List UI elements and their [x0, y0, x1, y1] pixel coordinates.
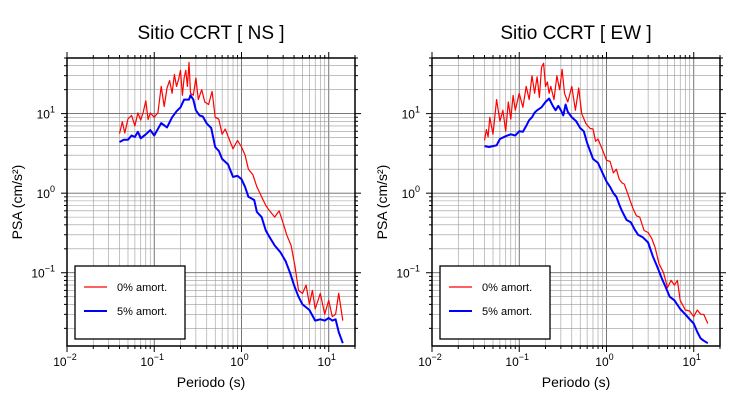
chart-2-series-amort-0-line [483, 62, 709, 324]
chart-1-series-amort-5-line [119, 94, 344, 344]
chart-1-legend-box [74, 265, 186, 340]
chart-1-y-tick-label: 10−1 [31, 264, 55, 281]
chart-1-x-tick-label: 100 [230, 352, 248, 369]
chart-1: 10−2 10−1 100 101 10−1 100 101 Sitio CCRT [ NS … [9, 23, 361, 390]
chart-1-y-tick-label: 100 [37, 184, 55, 201]
chart-2: 10−2 10−1 100 101 10−1 100 101 Sitio CCRT [ EW … [374, 23, 726, 390]
chart-1-x-tick-label: 101 [318, 352, 336, 369]
chart-2-x-tick-label: 101 [683, 352, 701, 369]
chart-2-legend-box [439, 265, 551, 340]
chart-1-legend: 0% amort. 5% amort. [74, 265, 186, 340]
chart-1-plot-frame [66, 57, 356, 347]
chart-2-y-axis-label: PSA (cm/s²) [374, 165, 390, 240]
chart-2-legend-label-amort-0: 0% amort. [482, 282, 532, 294]
chart-2-title: Sitio CCRT [ EW ] [500, 23, 651, 44]
chart-2-x-tick-label: 10−1 [505, 352, 529, 369]
chart-1-x-tick-label: 10−1 [140, 352, 164, 369]
chart-1-series-amort-0-line [118, 61, 344, 321]
chart-2-legend-label-amort-5: 5% amort. [482, 306, 532, 318]
chart-1-title: Sitio CCRT [ NS ] [137, 23, 284, 44]
chart-1-legend-label-amort-5: 5% amort. [117, 306, 167, 318]
chart-1-x-axis-label: Periodo (s) [177, 374, 245, 390]
chart-2-x-axis-label: Periodo (s) [542, 374, 610, 390]
chart-2-y-tick-label: 100 [402, 184, 420, 201]
chart-1-y-tick-label: 101 [37, 105, 55, 122]
chart-1-legend-label-amort-0: 0% amort. [117, 282, 167, 294]
chart-2-series-group [483, 62, 709, 345]
chart-2-series-amort-5-line [484, 97, 709, 345]
chart-2-y-tick-label: 101 [402, 105, 420, 122]
chart-2-legend: 0% amort. 5% amort. [439, 265, 551, 340]
chart-1-y-axis-label: PSA (cm/s²) [9, 165, 25, 240]
chart-2-plot-frame [431, 57, 721, 347]
chart-2-x-tick-label: 10−2 [418, 352, 442, 369]
chart-2-x-tick-label: 100 [595, 352, 613, 369]
chart-1-series-group [118, 61, 344, 344]
chart-1-x-tick-label: 10−2 [53, 352, 77, 369]
chart-2-y-tick-label: 10−1 [396, 264, 420, 281]
